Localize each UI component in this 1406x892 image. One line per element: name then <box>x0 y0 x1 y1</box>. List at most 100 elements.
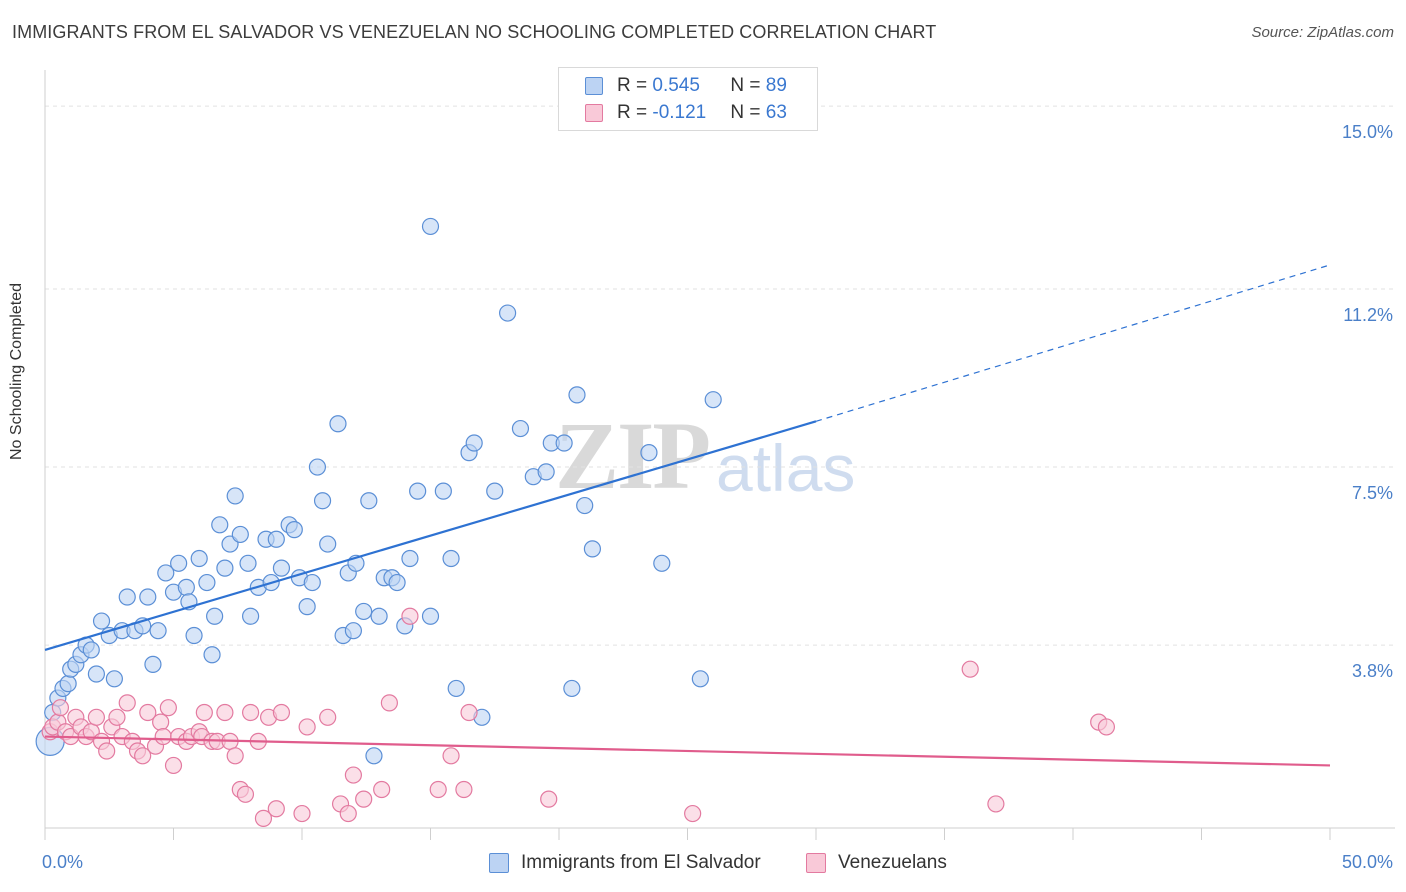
el-salvador-point <box>216 559 234 577</box>
chart-title: IMMIGRANTS FROM EL SALVADOR VS VENEZUELA… <box>12 22 937 42</box>
el-salvador-point <box>198 573 216 592</box>
el-salvador-point <box>388 573 406 592</box>
legend-r-value: -0.121 <box>652 102 707 123</box>
el-salvador-point <box>118 588 136 606</box>
el-salvador-point <box>360 492 378 510</box>
el-salvador-point <box>231 525 249 544</box>
series-legend: Immigrants from El Salvador Venezuelans <box>0 852 1406 878</box>
el-salvador-point <box>583 540 602 558</box>
venezuelan-point <box>380 694 398 712</box>
legend-n-label: N = <box>730 75 766 96</box>
el-salvador-point <box>421 607 440 625</box>
el-salvador-point <box>149 622 167 640</box>
el-salvador-point <box>442 549 460 568</box>
el-salvador-point <box>267 530 285 548</box>
venezuelan-point <box>226 747 244 765</box>
el-salvador-point <box>537 463 555 481</box>
el-salvador-point <box>82 641 100 659</box>
el-salvador-point <box>511 419 530 438</box>
venezuelan-point <box>344 766 362 784</box>
el-salvador-point <box>576 496 594 515</box>
el-salvador-point <box>285 521 303 539</box>
el-salvador-point <box>206 607 224 625</box>
el-salvador-point <box>319 535 337 553</box>
venezuelan-trendline <box>44 735 1331 767</box>
el-salvador-point <box>329 415 347 433</box>
el-salvador-point <box>409 482 427 500</box>
venezuelan-point <box>339 804 357 823</box>
el-salvador-point <box>568 386 586 404</box>
venezuelan-point <box>540 790 558 808</box>
series-swatch-blue <box>489 853 509 873</box>
el-salvador-point <box>139 588 157 606</box>
el-salvador-point <box>298 598 316 616</box>
venezuelan-point <box>118 694 136 712</box>
legend-r-value: 0.545 <box>652 75 700 96</box>
el-salvador-point <box>421 217 440 236</box>
venezuelan-point <box>442 747 460 765</box>
venezuelan-point <box>267 800 285 818</box>
venezuelan-point <box>401 607 419 625</box>
el-salvador-point <box>434 482 452 500</box>
venezuelan-point <box>272 703 291 722</box>
venezuelan-point <box>242 703 260 722</box>
el-salvador-point <box>447 679 465 698</box>
venezuelan-point <box>373 780 391 799</box>
legend-swatch-pink <box>585 104 603 122</box>
el-salvador-point <box>190 549 208 568</box>
y-tick-label: 11.2% <box>1343 304 1393 325</box>
venezuelan-point <box>108 708 126 726</box>
el-salvador-point <box>144 655 162 673</box>
stats-legend: R = 0.545 N = 89 R = -0.121 N = 63 <box>558 67 818 131</box>
venezuelan-point <box>134 747 152 765</box>
el-salvador-point <box>563 679 581 698</box>
el-salvador-point <box>177 578 195 596</box>
venezuelan-point <box>51 699 70 717</box>
el-salvador-point <box>640 444 658 462</box>
el-salvador-point <box>691 670 709 688</box>
venezuelan-point <box>961 660 979 678</box>
venezuelan-point <box>355 790 373 808</box>
el-salvador-point <box>365 747 383 765</box>
el-salvador-point <box>242 607 260 625</box>
x-tick-label: 0.0% <box>42 852 84 872</box>
venezuelan-point <box>293 804 311 823</box>
venezuelan-point <box>1097 718 1116 736</box>
el-salvador-point <box>157 564 175 582</box>
el-salvador-point <box>226 487 244 505</box>
el-salvador-point <box>308 458 327 476</box>
venezuelan-point <box>236 785 255 803</box>
el-salvador-point <box>370 607 388 625</box>
venezuelan-point <box>216 703 234 722</box>
series-swatch-pink <box>806 853 826 873</box>
series-legend-el-salvador[interactable]: Immigrants from El Salvador <box>489 852 761 874</box>
el-salvador-point <box>203 646 221 664</box>
venezuelan-point <box>254 809 273 827</box>
venezuelan-point <box>87 708 106 726</box>
venezuelan-point <box>429 780 447 799</box>
legend-swatch-blue <box>585 77 603 95</box>
legend-row-venezuelans: R = -0.121 N = 63 <box>585 101 787 125</box>
venezuelan-point <box>139 703 157 722</box>
y-tick-label: 15.0% <box>1341 122 1393 143</box>
series-legend-venezuelans[interactable]: Venezuelans <box>806 852 947 874</box>
venezuelan-point <box>98 742 116 760</box>
el-salvador-point <box>92 612 111 630</box>
legend-r-label: R = <box>617 75 653 96</box>
el-salvador-trendline-extension <box>815 264 1331 422</box>
el-salvador-point <box>465 434 483 452</box>
venezuelan-point <box>460 703 478 722</box>
venezuelan-point <box>298 718 316 736</box>
el-salvador-point <box>105 670 123 688</box>
el-salvador-point <box>704 391 722 409</box>
el-salvador-point <box>313 492 332 510</box>
el-salvador-point <box>303 573 321 592</box>
el-salvador-point <box>211 516 229 534</box>
venezuelan-point <box>154 727 172 746</box>
el-salvador-point <box>653 554 671 572</box>
el-salvador-point <box>486 482 504 500</box>
series-legend-label: Immigrants from El Salvador <box>521 852 761 873</box>
legend-n-label: N = <box>730 102 766 123</box>
legend-r-label: R = <box>617 102 653 123</box>
